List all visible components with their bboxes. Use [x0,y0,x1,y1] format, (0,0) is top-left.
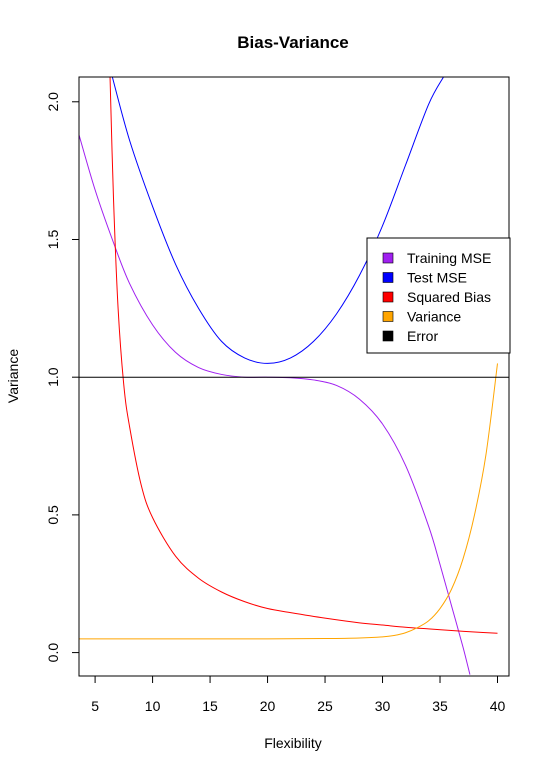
x-axis-label: Flexibility [264,735,322,751]
y-tick-label: 0.0 [45,643,61,663]
x-tick-label: 15 [202,698,218,714]
x-tick-label: 30 [375,698,391,714]
legend-label: Squared Bias [407,289,491,305]
x-tick-label: 10 [145,698,161,714]
series-line-test-mse [111,77,444,364]
legend-swatch [382,272,394,283]
y-axis: 0.0 0.5 1.0 1.5 2.0 [45,92,79,662]
legend-swatch [382,311,394,322]
plot-frame [78,76,510,677]
series-layer [79,77,509,675]
x-tick-label: 20 [260,698,276,714]
x-axis: 5 10 15 20 25 30 35 40 [91,676,505,714]
x-tick-label: 25 [317,698,333,714]
legend-label: Test MSE [407,270,467,286]
series-line-training-mse [79,134,471,675]
y-tick-label: 1.0 [45,367,61,387]
y-tick-label: 0.5 [45,505,61,525]
legend-label: Variance [407,309,461,325]
legend: Training MSE Test MSE Squared Bias Variance… [366,237,511,354]
y-tick-label: 1.5 [45,230,61,250]
y-axis-label: Variance [5,349,21,403]
series-line-variance [79,363,498,640]
series-line-squared-bias [109,77,498,634]
legend-label: Error [407,328,438,344]
legend-label: Training MSE [407,250,491,266]
legend-swatch [382,291,394,303]
legend-swatch [382,330,394,342]
y-tick-label: 2.0 [45,92,61,112]
chart-title: Bias-Variance [237,33,349,52]
x-tick-label: 5 [91,698,99,714]
legend-swatch [382,252,394,264]
x-tick-label: 35 [432,698,448,714]
x-tick-label: 40 [490,698,506,714]
